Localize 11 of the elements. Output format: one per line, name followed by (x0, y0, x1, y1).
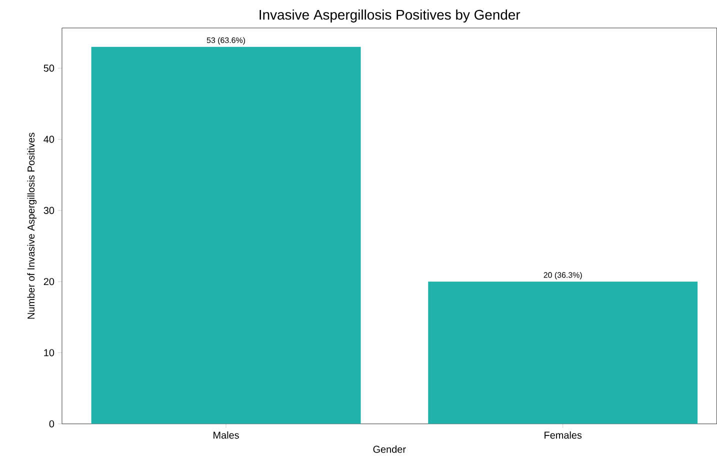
chart-title: Invasive Aspergillosis Positives by Gender (260, 10, 520, 23)
y-tick-label: 30 (44, 206, 54, 214)
y-tick-label: 0 (49, 420, 54, 428)
y-axis-title: Number of Invasive Aspergillosis Positives (27, 132, 37, 319)
y-tick-label: 10 (44, 349, 54, 356)
x-tick-label: Females (544, 431, 582, 439)
y-tick-label: 20 (44, 278, 54, 286)
y-tick-label: 50 (44, 64, 54, 72)
x-axis-title: Gender (373, 446, 406, 453)
x-tick-label: Males (214, 431, 239, 439)
y-tick-label: 40 (44, 136, 54, 143)
